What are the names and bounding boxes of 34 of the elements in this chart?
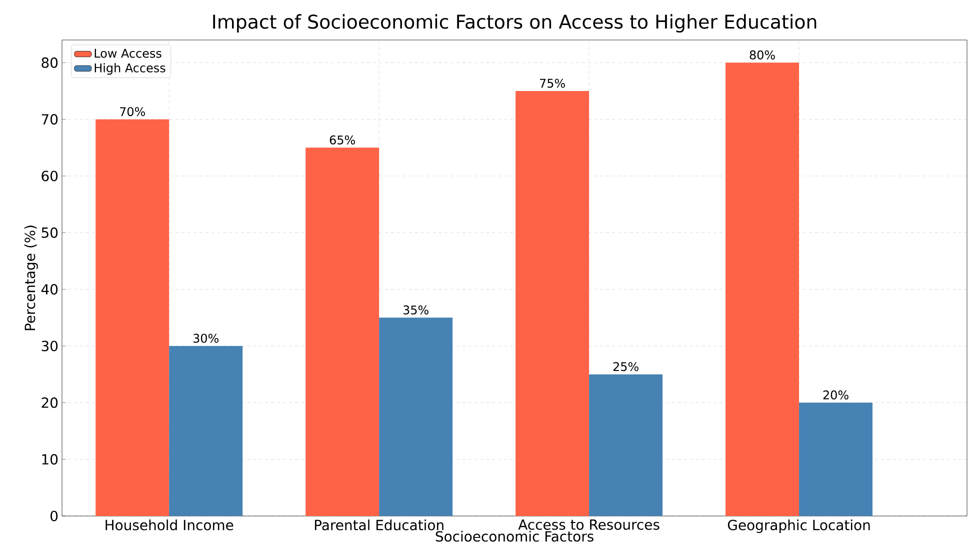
y-tick-label: 30: [42, 340, 58, 352]
y-tick-label: 0: [50, 510, 58, 522]
bar: [379, 318, 453, 516]
legend-label: Low Access: [94, 48, 162, 58]
data-label: 25%: [613, 362, 638, 372]
bar: [516, 90, 590, 516]
chart-title: Impact of Socioeconomic Factors on Access to Higher Education: [213, 14, 816, 32]
bar: [96, 119, 170, 516]
data-label: 30%: [193, 334, 218, 343]
data-label: 20%: [823, 390, 848, 400]
y-tick-label: 80: [42, 57, 58, 68]
bar: [589, 374, 663, 516]
data-label: 70%: [120, 107, 145, 116]
data-label: 35%: [403, 305, 428, 314]
legend-label: High Access: [94, 63, 166, 75]
y-tick-label: 40: [41, 284, 58, 295]
data-label: 75%: [540, 78, 565, 88]
bar: [306, 148, 380, 516]
x-axis-title: Socioeconomic Factors: [436, 530, 594, 542]
x-tick-label: Household Income: [106, 520, 234, 530]
bar: [169, 346, 243, 516]
y-tick-label: 20: [42, 397, 58, 408]
y-tick-label: 50: [42, 227, 58, 238]
x-tick-label: Geographic Location: [728, 520, 870, 534]
y-axis-title: Percentage (%): [24, 226, 38, 330]
y-tick-label: 10: [42, 454, 58, 465]
x-tick-label: Parental Education: [314, 520, 444, 530]
data-label: 65%: [330, 135, 355, 144]
bar: [726, 62, 800, 516]
x-tick-label: Access to Resources: [518, 520, 660, 530]
y-tick-label: 60: [42, 170, 58, 182]
bar: [799, 402, 873, 516]
data-label: 80%: [750, 50, 775, 60]
y-tick-label: 70: [42, 114, 58, 125]
